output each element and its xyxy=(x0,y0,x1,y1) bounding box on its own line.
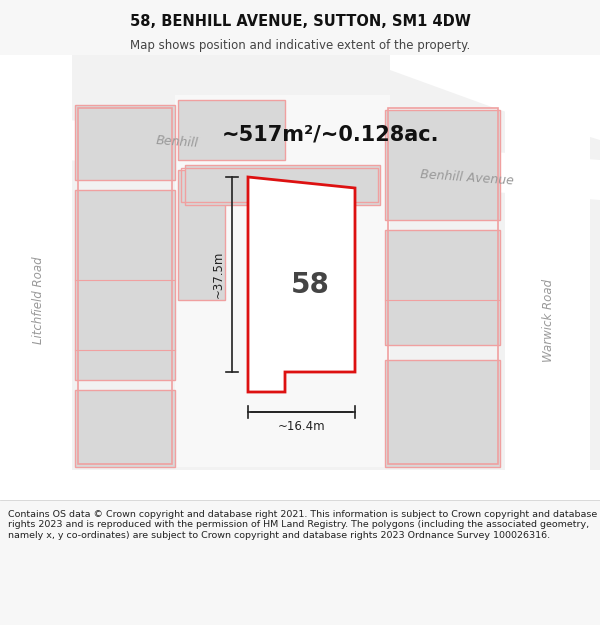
Polygon shape xyxy=(175,95,390,467)
Polygon shape xyxy=(505,55,590,500)
Polygon shape xyxy=(0,115,600,200)
Polygon shape xyxy=(385,230,500,345)
Text: 58: 58 xyxy=(290,271,329,299)
Polygon shape xyxy=(390,55,600,140)
Polygon shape xyxy=(0,55,72,500)
Text: Benhill: Benhill xyxy=(155,134,199,150)
Text: ~16.4m: ~16.4m xyxy=(278,419,325,432)
Polygon shape xyxy=(185,165,380,205)
Text: ~517m²/~0.128ac.: ~517m²/~0.128ac. xyxy=(221,125,439,145)
Polygon shape xyxy=(178,170,225,300)
Text: Benhill Avenue: Benhill Avenue xyxy=(420,168,514,187)
Polygon shape xyxy=(75,105,175,180)
Text: 58, BENHILL AVENUE, SUTTON, SM1 4DW: 58, BENHILL AVENUE, SUTTON, SM1 4DW xyxy=(130,14,470,29)
Text: ~37.5m: ~37.5m xyxy=(212,251,224,298)
Polygon shape xyxy=(75,390,175,467)
Text: Litchfield Road: Litchfield Road xyxy=(31,256,44,344)
Text: Warwick Road: Warwick Road xyxy=(542,279,554,361)
Polygon shape xyxy=(385,360,500,467)
Polygon shape xyxy=(75,190,175,380)
Polygon shape xyxy=(178,100,285,160)
Polygon shape xyxy=(385,110,500,220)
Text: Map shows position and indicative extent of the property.: Map shows position and indicative extent… xyxy=(130,39,470,51)
Text: Contains OS data © Crown copyright and database right 2021. This information is : Contains OS data © Crown copyright and d… xyxy=(8,510,597,540)
Polygon shape xyxy=(0,470,600,500)
Polygon shape xyxy=(248,177,355,392)
